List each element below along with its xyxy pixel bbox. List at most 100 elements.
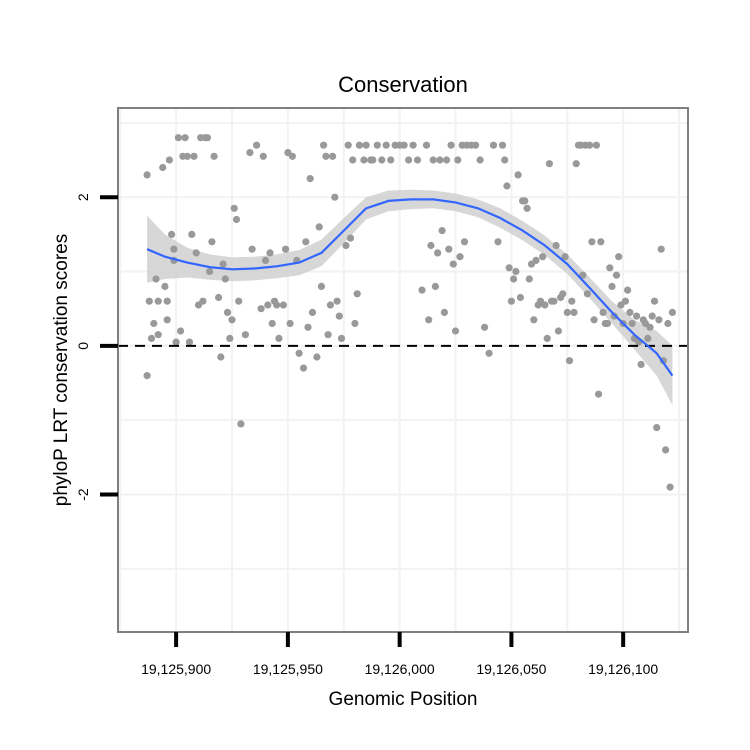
data-point	[485, 349, 493, 357]
data-point	[329, 152, 337, 160]
data-point	[165, 156, 173, 164]
data-point	[451, 327, 460, 335]
data-point	[666, 483, 674, 491]
data-point	[237, 420, 245, 428]
data-point	[145, 297, 153, 305]
data-point	[552, 241, 560, 250]
data-point	[460, 238, 469, 246]
data-point	[346, 234, 355, 242]
data-point	[539, 253, 547, 261]
data-point	[431, 282, 439, 290]
y-axis-label: phyloP LRT conservation scores	[51, 234, 72, 507]
data-point	[559, 290, 567, 298]
data-point	[438, 227, 446, 235]
data-point	[429, 156, 437, 164]
data-point	[541, 301, 549, 309]
data-point	[597, 238, 605, 246]
data-point	[561, 253, 569, 261]
data-point	[326, 301, 334, 309]
data-point	[185, 338, 194, 346]
data-point	[226, 334, 234, 342]
y-tick-label: 0	[75, 342, 91, 350]
data-point	[275, 334, 283, 342]
data-point	[279, 301, 287, 309]
data-point	[579, 271, 587, 279]
data-point	[523, 204, 531, 212]
data-point	[568, 297, 576, 305]
chart-title: Conservation	[338, 72, 468, 97]
data-point	[521, 197, 529, 205]
data-point	[335, 312, 343, 320]
data-point	[219, 260, 227, 268]
smooth-fit-line	[146, 198, 674, 377]
y-tick-label: -2	[75, 488, 91, 501]
confidence-ribbon-layer	[147, 189, 673, 406]
data-point	[550, 297, 558, 305]
data-point	[583, 290, 592, 298]
data-point	[223, 308, 232, 316]
data-point	[501, 156, 509, 164]
data-point	[159, 163, 167, 172]
data-point	[188, 230, 196, 238]
data-point	[422, 141, 431, 149]
data-point	[351, 319, 359, 328]
y-axis: -2 0 2	[75, 193, 118, 501]
data-point	[308, 308, 317, 316]
data-point	[353, 290, 361, 298]
data-point	[498, 141, 507, 149]
smooth-line-layer	[146, 198, 674, 377]
data-point	[456, 253, 464, 261]
x-tick-label: 19,126,000	[365, 661, 435, 677]
data-point	[261, 256, 270, 264]
data-point	[203, 134, 211, 142]
data-point	[337, 334, 346, 342]
data-point	[588, 238, 596, 246]
data-point	[143, 171, 151, 179]
data-point	[324, 331, 332, 339]
x-tick-label: 19,125,950	[253, 661, 323, 677]
data-point	[199, 297, 207, 305]
data-point	[570, 308, 578, 316]
confidence-ribbon	[147, 189, 673, 406]
data-point	[532, 256, 540, 264]
data-point	[418, 286, 426, 294]
data-point	[507, 297, 515, 305]
data-point	[304, 323, 312, 331]
data-point	[232, 215, 241, 224]
data-point	[154, 297, 162, 305]
data-point	[436, 156, 444, 164]
data-point	[154, 331, 162, 339]
data-point	[235, 297, 243, 305]
data-point	[554, 327, 563, 335]
data-point	[512, 267, 520, 276]
data-point	[150, 319, 158, 328]
data-point	[273, 301, 281, 309]
data-point	[565, 357, 574, 365]
data-point	[662, 446, 670, 454]
data-point	[624, 286, 632, 294]
data-point	[349, 156, 357, 164]
data-point	[586, 141, 594, 149]
data-point	[628, 319, 636, 328]
data-point	[664, 319, 672, 328]
data-point	[650, 297, 659, 305]
data-point	[257, 305, 265, 313]
data-point	[590, 316, 598, 324]
data-point	[409, 141, 417, 149]
data-point	[387, 156, 395, 164]
data-point	[183, 152, 191, 160]
data-point	[170, 245, 178, 253]
plot-frame	[117, 107, 689, 633]
data-points	[143, 134, 677, 491]
data-point	[440, 308, 448, 316]
data-point	[241, 331, 249, 339]
data-point	[626, 308, 634, 316]
data-point	[168, 230, 176, 238]
data-point	[286, 319, 294, 328]
data-point	[563, 308, 571, 316]
data-point	[633, 312, 641, 320]
data-point	[282, 245, 290, 253]
data-point	[382, 141, 390, 149]
data-point	[315, 223, 323, 231]
data-point	[472, 141, 480, 149]
